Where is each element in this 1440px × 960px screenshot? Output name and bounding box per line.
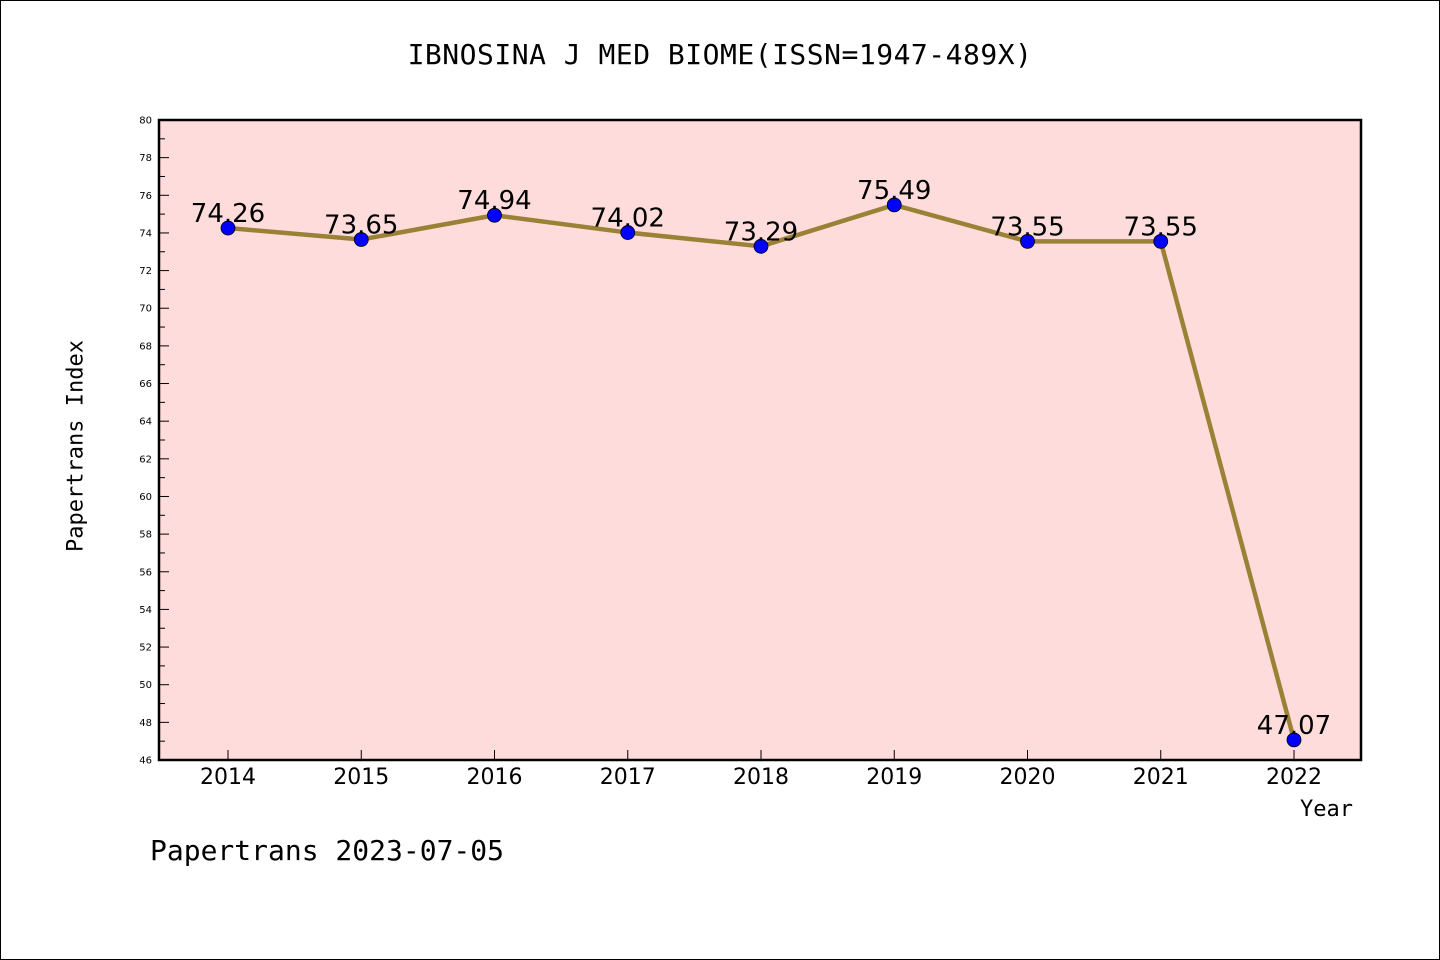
data-point (487, 207, 502, 223)
data-label: 73.55 (990, 212, 1064, 242)
y-tick-label: 66 (139, 379, 152, 390)
y-tick-label: 76 (139, 191, 152, 202)
data-label: 74.02 (591, 204, 665, 234)
y-tick-label: 54 (139, 605, 152, 616)
data-label: 74.94 (457, 186, 531, 216)
x-tick-label: 2020 (1000, 765, 1056, 790)
data-label: 47.07 (1257, 711, 1331, 741)
data-point (1153, 234, 1169, 249)
y-tick-label: 50 (139, 680, 152, 691)
y-tick-label: 48 (139, 718, 152, 729)
data-point (353, 232, 369, 247)
plot-area (159, 120, 1361, 760)
data-point (1286, 732, 1302, 748)
data-label: 73.55 (1124, 212, 1198, 242)
data-label: 74.26 (191, 199, 265, 229)
y-tick-label: 58 (139, 530, 152, 541)
x-tick-label: 2019 (866, 765, 922, 790)
y-tick-label: 60 (139, 492, 152, 503)
y-tick-label: 70 (139, 304, 152, 315)
x-tick-label: 2022 (1266, 765, 1322, 790)
x-tick-label: 2021 (1133, 765, 1189, 790)
data-point (753, 238, 769, 254)
data-point (620, 225, 636, 240)
x-tick-label: 2017 (600, 765, 656, 790)
y-tick-label: 72 (139, 266, 152, 277)
y-tick-label: 46 (139, 756, 152, 767)
chart-title: IBNOSINA J MED BIOME(ISSN=1947-489X) (407, 38, 1033, 71)
x-tick-label: 2015 (333, 765, 389, 790)
y-tick-label: 74 (139, 228, 152, 239)
y-tick-label: 80 (139, 116, 152, 127)
data-point (1020, 234, 1035, 249)
data-point (886, 197, 902, 213)
data-label: 73.65 (324, 211, 398, 241)
footer-caption: Papertrans 2023-07-05 (150, 834, 505, 867)
y-tick-label: 64 (139, 417, 152, 428)
y-tick-label: 62 (139, 454, 152, 465)
y-tick-label: 78 (139, 153, 152, 164)
x-tick-label: 2018 (733, 765, 789, 790)
y-tick-label: 68 (139, 341, 152, 352)
x-tick-label: 2014 (200, 765, 256, 790)
data-label: 75.49 (857, 176, 931, 206)
data-label: 73.29 (724, 217, 798, 247)
plot-border (157, 118, 1363, 762)
y-tick-label: 56 (139, 567, 152, 578)
x-tick-label: 2016 (467, 765, 523, 790)
x-axis-label: Year (1300, 797, 1353, 822)
data-point (220, 220, 236, 236)
y-tick-label: 52 (139, 643, 152, 654)
